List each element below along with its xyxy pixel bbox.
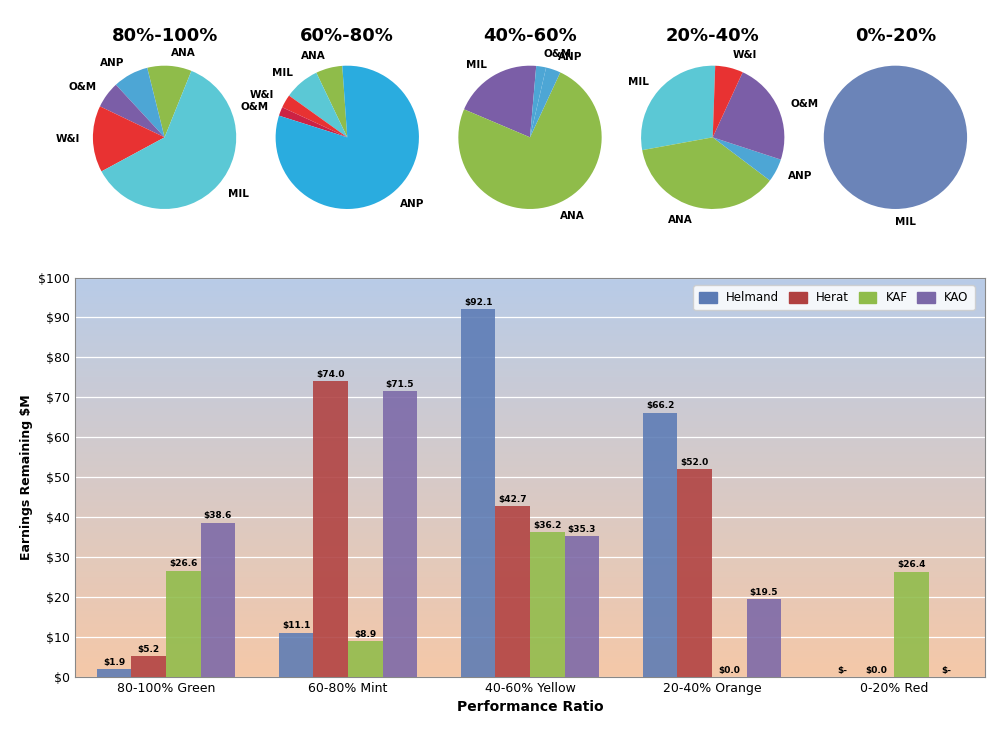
Text: $66.2: $66.2 — [646, 401, 674, 410]
Bar — [348, 641, 383, 677]
Text: MIL: MIL — [466, 60, 486, 70]
Title: 60%-80%: 60%-80% — [300, 27, 394, 45]
Text: ANA: ANA — [668, 214, 693, 225]
Wedge shape — [458, 72, 602, 209]
Text: $5.2: $5.2 — [138, 645, 160, 654]
Text: W&I: W&I — [250, 90, 274, 100]
Title: 80%-100%: 80%-100% — [111, 27, 218, 45]
Wedge shape — [464, 65, 536, 138]
Text: O&M: O&M — [790, 98, 818, 109]
Title: 40%-60%: 40%-60% — [483, 27, 577, 45]
Wedge shape — [116, 68, 165, 138]
Bar — [97, 670, 131, 677]
Text: W&I: W&I — [732, 50, 757, 60]
Bar — [495, 507, 530, 677]
Text: O&M: O&M — [240, 102, 268, 112]
Bar — [166, 571, 201, 677]
Bar — [530, 533, 565, 677]
Bar — [565, 536, 599, 677]
Text: $52.0: $52.0 — [681, 458, 709, 467]
Bar — [643, 413, 677, 677]
Text: MIL: MIL — [272, 68, 293, 77]
Bar — [461, 309, 495, 677]
Text: $92.1: $92.1 — [464, 298, 492, 307]
Text: MIL: MIL — [895, 217, 916, 227]
Wedge shape — [713, 65, 743, 138]
Wedge shape — [713, 138, 781, 181]
Bar — [894, 571, 929, 677]
Text: O&M: O&M — [68, 82, 97, 92]
Wedge shape — [530, 68, 560, 138]
Wedge shape — [276, 65, 419, 209]
Text: ANP: ANP — [558, 52, 582, 62]
Text: $0.0: $0.0 — [866, 666, 888, 675]
Bar — [201, 523, 235, 677]
Text: $26.6: $26.6 — [169, 559, 197, 568]
Text: ANA: ANA — [170, 48, 195, 58]
Title: 20%-40%: 20%-40% — [666, 27, 760, 45]
Wedge shape — [641, 65, 715, 150]
Text: MIL: MIL — [228, 189, 248, 199]
Bar — [677, 469, 712, 677]
Text: $71.5: $71.5 — [386, 380, 414, 389]
Text: ANA: ANA — [560, 211, 585, 221]
Text: $36.2: $36.2 — [533, 521, 561, 530]
Legend: Helmand, Herat, KAF, KAO: Helmand, Herat, KAF, KAO — [693, 286, 975, 310]
X-axis label: Performance Ratio: Performance Ratio — [457, 700, 603, 714]
Text: $19.5: $19.5 — [750, 588, 778, 597]
Bar — [747, 599, 781, 677]
Text: $38.6: $38.6 — [204, 511, 232, 521]
Text: $1.9: $1.9 — [103, 658, 125, 667]
Wedge shape — [93, 106, 165, 171]
Text: $74.0: $74.0 — [316, 370, 345, 379]
Text: W&I: W&I — [56, 135, 80, 144]
Text: $8.9: $8.9 — [354, 630, 376, 639]
Text: ANP: ANP — [788, 171, 812, 182]
Text: $42.7: $42.7 — [498, 495, 527, 504]
Wedge shape — [642, 138, 770, 209]
Text: O&M: O&M — [543, 49, 571, 59]
Text: $11.1: $11.1 — [282, 621, 310, 630]
Wedge shape — [824, 65, 967, 209]
Text: $26.4: $26.4 — [897, 560, 926, 569]
Text: MIL: MIL — [628, 77, 649, 87]
Text: $35.3: $35.3 — [568, 525, 596, 533]
Wedge shape — [100, 85, 165, 138]
Wedge shape — [289, 73, 347, 138]
Wedge shape — [282, 96, 347, 138]
Text: ANA: ANA — [301, 51, 326, 60]
Wedge shape — [316, 66, 347, 138]
Text: $-: $- — [941, 666, 951, 675]
Bar — [313, 382, 348, 677]
Bar — [383, 391, 417, 677]
Text: $-: $- — [837, 666, 847, 675]
Wedge shape — [530, 66, 546, 138]
Bar — [279, 632, 313, 677]
Wedge shape — [279, 107, 347, 138]
Title: 0%-20%: 0%-20% — [855, 27, 936, 45]
Wedge shape — [713, 72, 784, 160]
Text: $0.0: $0.0 — [718, 666, 740, 675]
Wedge shape — [102, 71, 236, 209]
Text: ANP: ANP — [400, 199, 424, 209]
Text: ANP: ANP — [100, 58, 124, 68]
Bar — [131, 656, 166, 677]
Wedge shape — [147, 65, 191, 138]
Y-axis label: Earnings Remaining $M: Earnings Remaining $M — [20, 394, 33, 560]
